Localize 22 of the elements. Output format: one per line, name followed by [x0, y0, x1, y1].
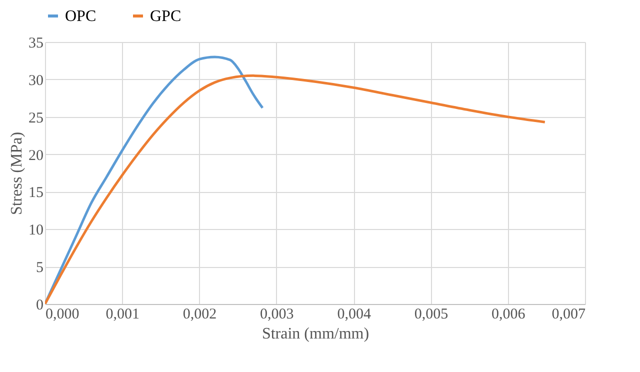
- y-axis-title: Stress (MPa): [8, 132, 26, 216]
- y-tick-label: 10: [28, 222, 44, 239]
- y-tick-label: 35: [28, 36, 44, 52]
- x-axis-title: Strain (mm/mm): [262, 326, 370, 342]
- y-tick-label: 20: [28, 148, 44, 164]
- y-tick-label: 30: [28, 72, 44, 89]
- x-tick-label: 0,000: [46, 306, 80, 322]
- y-tick-label: 0: [36, 298, 44, 314]
- y-tick-label: 25: [28, 110, 44, 126]
- x-tick-label: 0,004: [337, 306, 372, 322]
- line-series: [45, 74, 546, 304]
- x-tick-label: 0,001: [106, 306, 140, 322]
- y-tick-label: 5: [36, 260, 44, 276]
- x-tick-label: 0,006: [491, 306, 526, 322]
- legend-label: OPC: [65, 8, 96, 25]
- x-tick-label: 0,005: [414, 306, 448, 322]
- line-series: [45, 56, 264, 304]
- x-tick-label: 0,003: [260, 306, 294, 322]
- x-tick-label: 0,007: [552, 306, 586, 322]
- x-tick-label: 0,002: [182, 306, 217, 322]
- y-tick-label: 15: [28, 185, 44, 202]
- legend-label: GPC: [150, 8, 182, 25]
